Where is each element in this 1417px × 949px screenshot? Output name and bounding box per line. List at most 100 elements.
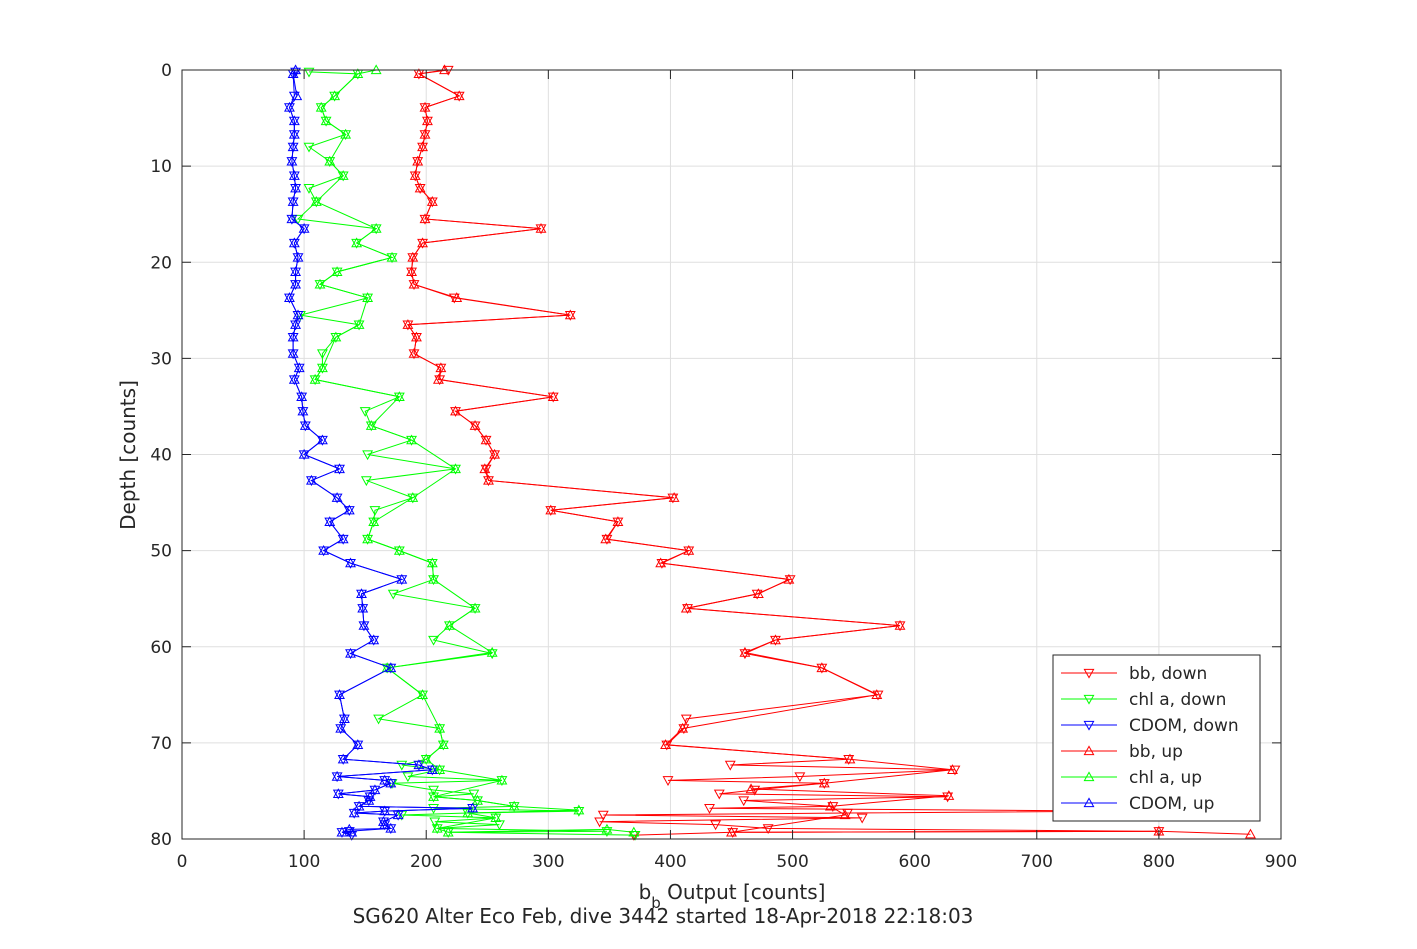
data-point-bb-up	[408, 278, 420, 289]
data-point-cdom-up	[324, 516, 336, 526]
data-point-chl-a-up	[508, 800, 520, 811]
x-tick-label: 800	[1143, 852, 1175, 872]
data-point-chl-a-up	[320, 115, 332, 126]
data-point-bb-down	[762, 824, 774, 835]
data-point-cdom-up	[291, 90, 303, 101]
data-point-chl-a-down	[428, 785, 439, 796]
x-axis-title: bb Output [counts]	[639, 880, 826, 912]
data-point-chl-a-up	[352, 68, 364, 79]
y-tick-label: 20	[150, 253, 172, 273]
legend-marker-cdom-up	[1083, 797, 1095, 808]
data-point-chl-a-down	[303, 184, 315, 194]
data-point-cdom-up	[292, 251, 304, 262]
data-point-bb-up	[739, 646, 751, 657]
data-point-cdom-up	[290, 182, 302, 193]
legend-item-bb-down: bb, down	[1061, 664, 1207, 684]
data-point-bb-up	[419, 101, 431, 112]
data-point-cdom-up	[287, 331, 299, 342]
legend-item-cdom-down: CDOM, down	[1061, 716, 1239, 736]
data-point-chl-a-up	[340, 128, 352, 139]
data-point-cdom-up	[413, 759, 425, 770]
data-point-bb-up	[407, 251, 419, 262]
legend-item-bb-up: bb, up	[1061, 742, 1183, 762]
data-point-bb-up	[655, 557, 667, 568]
data-point-chl-a-up	[310, 196, 322, 206]
legend: bb, down chl a, down CDOM, down bb, up chl a…	[1052, 654, 1261, 822]
data-point-chl-a-up	[316, 362, 328, 373]
x-tick-label: 900	[1265, 852, 1297, 872]
data-point-bb-up	[612, 516, 624, 526]
legend-marker-chl-a-down	[1083, 694, 1095, 705]
data-point-chl-a-up	[331, 266, 343, 277]
data-point-chl-a-up	[393, 391, 405, 402]
data-point-bb-up	[943, 790, 955, 800]
data-point-cdom-up	[337, 533, 349, 544]
data-point-bb-up	[402, 319, 414, 329]
x-axis-title-rest: Output [counts]	[661, 880, 826, 904]
data-point-cdom-up	[284, 292, 295, 302]
x-tick-label: 500	[776, 852, 808, 872]
data-point-bb-down	[713, 789, 725, 800]
data-point-cdom-up	[345, 647, 356, 658]
data-point-chl-a-up	[434, 722, 446, 733]
data-point-cdom-up	[396, 573, 408, 584]
data-point-cdom-up	[343, 504, 355, 515]
data-point-chl-a-down	[303, 142, 315, 153]
data-point-chl-a-down	[360, 476, 372, 487]
data-point-chl-a-up	[386, 251, 398, 262]
data-point-cdom-up	[358, 619, 370, 630]
data-point-bb-up	[894, 619, 906, 630]
data-point-bb-up	[824, 800, 836, 811]
data-point-chl-a-up	[362, 533, 374, 544]
series-line-chl-a-up	[314, 69, 634, 833]
data-point-chl-a-up	[329, 90, 341, 101]
data-point-chl-a-down	[468, 789, 480, 800]
data-point-bb-up	[406, 266, 418, 277]
data-point-cdom-up	[345, 557, 356, 568]
data-point-chl-a-down	[494, 820, 505, 831]
data-point-bb-up	[683, 544, 695, 555]
data-point-bb-up	[411, 331, 422, 342]
data-point-chl-a-up	[431, 822, 443, 833]
data-point-chl-a-down	[428, 635, 439, 646]
data-point-bb-up	[816, 662, 828, 673]
data-point-chl-a-up	[486, 646, 498, 657]
data-point-chl-a-up	[330, 331, 342, 342]
data-point-bb-up	[600, 533, 612, 544]
legend-marker-cdom-down	[1083, 720, 1095, 731]
data-point-chl-a-down	[429, 817, 441, 828]
data-point-cdom-up	[353, 800, 365, 811]
data-point-chl-a-down	[428, 804, 439, 814]
data-point-cdom-up	[379, 774, 391, 785]
data-point-chl-a-up	[628, 826, 640, 837]
data-point-cdom-up	[299, 420, 311, 430]
data-point-bb-up	[435, 362, 447, 373]
data-point-cdom-down	[290, 67, 302, 78]
data-point-cdom-up	[318, 544, 330, 555]
data-point-bb-up	[545, 504, 557, 515]
legend-label-chl-a-up: chl a, up	[1129, 768, 1202, 788]
data-point-cdom-up	[298, 222, 310, 233]
data-point-cdom-up	[352, 739, 364, 749]
data-point-cdom-up	[331, 770, 343, 781]
y-tick-label: 50	[150, 542, 172, 562]
data-point-chl-a-up	[315, 101, 327, 112]
data-point-chl-a-up	[472, 794, 483, 805]
data-point-bb-up	[680, 602, 692, 613]
data-point-bb-up	[483, 474, 494, 485]
data-point-cdom-up	[288, 373, 300, 384]
data-point-chl-a-up	[573, 804, 585, 815]
x-tick-label: 700	[1021, 852, 1053, 872]
data-point-bb-down	[704, 804, 715, 814]
x-tick-label: 300	[532, 852, 564, 872]
data-point-bb-down	[480, 464, 492, 475]
data-point-cdom-up	[378, 816, 389, 826]
legend-label-bb-down: bb, down	[1129, 664, 1207, 684]
data-point-chl-a-up	[496, 774, 508, 785]
data-point-cdom-up	[286, 155, 298, 166]
data-point-chl-a-down	[292, 214, 304, 225]
data-point-bb-up	[409, 170, 421, 180]
data-point-cdom-up	[368, 634, 380, 645]
data-point-cdom-up	[356, 588, 367, 599]
data-point-chl-a-down	[359, 407, 371, 417]
